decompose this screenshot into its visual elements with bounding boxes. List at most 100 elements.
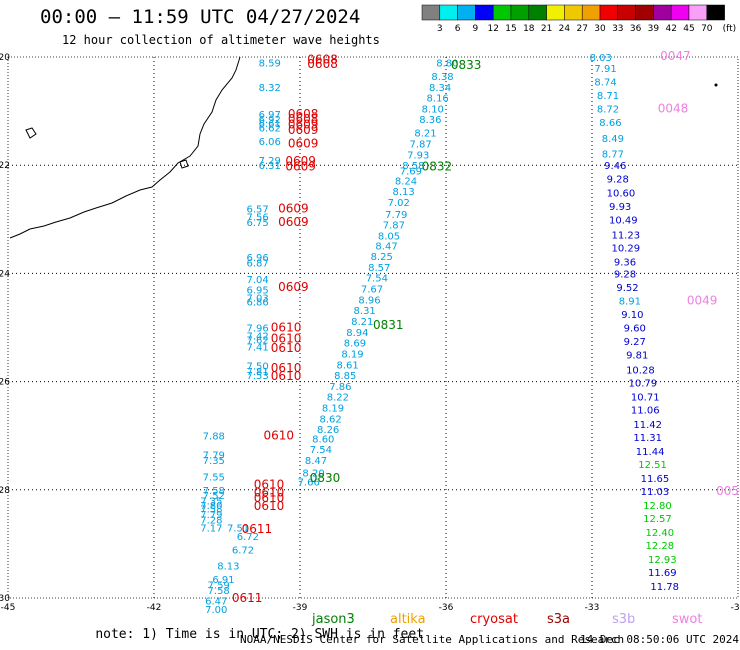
observation-label: 8.47 — [305, 456, 327, 467]
observation-label: 6.62 — [259, 123, 281, 134]
observation-label: 7.41 — [246, 342, 268, 353]
colorbar-tick-label: 21 — [541, 24, 552, 34]
observation-label: 0611 — [232, 591, 263, 605]
observation-label: 7.88 — [203, 432, 225, 443]
observation-label: 8.19 — [322, 404, 344, 415]
observation-label: 0610 — [254, 491, 285, 505]
observation-label: 12.57 — [643, 514, 672, 525]
observation-label: 8.57 — [368, 263, 390, 274]
observation-label: 7.79 — [200, 510, 222, 521]
observation-label: 11.44 — [636, 447, 665, 458]
observation-label: 7.29 — [259, 156, 281, 167]
observation-label: 11.23 — [611, 230, 640, 241]
colorbar-tick-label: 27 — [576, 24, 587, 34]
satellite-legend-item: altika — [390, 612, 426, 627]
observation-label: 8.20 — [302, 468, 324, 479]
observation-label: 0832 — [422, 159, 453, 173]
observation-label: 0047 — [660, 49, 691, 63]
lon-tick-label: -39 — [293, 603, 308, 613]
observation-label: 8.85 — [334, 371, 356, 382]
colorbar-swatch — [475, 4, 494, 21]
observation-label: 8.19 — [341, 349, 363, 360]
lat-tick-label: -28 — [0, 486, 10, 496]
observation-label: 6.86 — [246, 298, 268, 309]
lat-tick-label: -26 — [0, 378, 10, 388]
map-frame — [7, 56, 739, 599]
observation-label: 0609 — [288, 118, 319, 132]
observation-label: 8.21 — [351, 317, 373, 328]
map-title: 00:00 – 11:59 UTC 04/27/2024 — [40, 6, 361, 28]
observation-label: 11.78 — [650, 582, 679, 593]
observation-label: 12.80 — [643, 501, 672, 512]
observation-label: 0610 — [271, 341, 302, 355]
colorbar-swatch — [599, 4, 619, 21]
colorbar-swatch — [510, 4, 530, 21]
observation-label: 0609 — [278, 280, 309, 294]
observation-label: 6.47 — [205, 597, 227, 608]
colorbar-swatch — [421, 4, 441, 21]
observation-label: 11.03 — [641, 487, 670, 498]
observation-label: 7.58 — [203, 486, 225, 497]
observation-label: 7.02 — [388, 198, 410, 209]
satellite-legend-item: cryosat — [470, 612, 518, 627]
satellite-legend-item: s3a — [547, 612, 571, 627]
lat-tick-label: -24 — [0, 269, 10, 279]
colorbar-swatch — [653, 4, 672, 21]
colorbar-tick-label: 9 — [473, 24, 479, 34]
note-line: note: 1) Time is in UTC; 2) SWH is in fe… — [64, 612, 424, 650]
footer-agency: NOAA/NESDIS Center for Satellite Applica… — [240, 633, 625, 646]
observation-label: 6.92 — [259, 115, 281, 126]
colorbar-tick-label: 12 — [487, 24, 498, 34]
observation-label: 9.10 — [621, 310, 643, 321]
observation-label: 0833 — [451, 58, 482, 72]
lat-tick-label: -22 — [0, 161, 10, 171]
colorbar-tick-label: 36 — [630, 24, 642, 34]
observation-label: 12.40 — [646, 528, 675, 539]
observation-label: 9.28 — [614, 269, 636, 280]
note-text: note: 1) Time is in UTC; 2) SWH is in fe… — [95, 627, 425, 642]
observation-label: 6.95 — [246, 286, 268, 297]
observation-label: 8.32 — [259, 83, 281, 94]
observation-label: 6.72 — [232, 545, 254, 556]
lat-tick-label: -30 — [0, 594, 10, 604]
observation-label: 7.79 — [385, 210, 407, 221]
observation-label: 6.72 — [237, 532, 259, 543]
observation-label: 6.75 — [246, 218, 268, 229]
observation-label: 7.28 — [200, 516, 222, 527]
observation-label: 12.28 — [646, 541, 675, 552]
colorbar-tick-label: 39 — [648, 24, 660, 34]
observation-label: 8.47 — [375, 241, 397, 252]
observation-label: 0608 — [307, 53, 338, 67]
lon-tick-label: -42 — [147, 603, 162, 613]
observation-label: 0610 — [264, 429, 295, 443]
observation-label: 6.06 — [259, 137, 281, 148]
observation-label: 8.77 — [602, 149, 624, 160]
observation-label: 7.69 — [400, 167, 422, 178]
observation-label: 9.52 — [616, 283, 638, 294]
observation-label: 8.24 — [395, 176, 417, 187]
colorbar-swatch — [670, 4, 690, 21]
observation-label: 0610 — [271, 331, 302, 345]
colorbar-swatch — [546, 4, 565, 21]
observation-label: 0609 — [285, 159, 316, 173]
observation-label: 8.16 — [427, 94, 449, 105]
observation-label: 11.42 — [633, 420, 662, 431]
observation-label: 7.52 — [203, 491, 225, 502]
colorbar-swatch — [706, 4, 725, 21]
colorbar-swatch — [492, 4, 512, 21]
observation-label: 7.87 — [383, 221, 405, 232]
lat-tick-label: -20 — [0, 53, 10, 63]
observation-label: 7.62 — [246, 335, 268, 346]
observation-label: 8.62 — [319, 414, 341, 425]
observation-label: 8.36 — [419, 115, 441, 126]
observation-label: 8.25 — [371, 252, 393, 263]
colorbar-tick-label: 15 — [505, 24, 516, 34]
colorbar-tick-label: 6 — [455, 24, 461, 34]
observation-label: 7.59 — [208, 580, 230, 591]
observation-label: 0609 — [288, 137, 319, 151]
observation-label: 7.17 — [200, 524, 222, 535]
observation-label: 11.65 — [641, 474, 670, 485]
observation-label: 0611 — [242, 522, 273, 536]
observation-label: 7.54 — [366, 274, 388, 285]
observation-label: 12.93 — [648, 555, 677, 566]
